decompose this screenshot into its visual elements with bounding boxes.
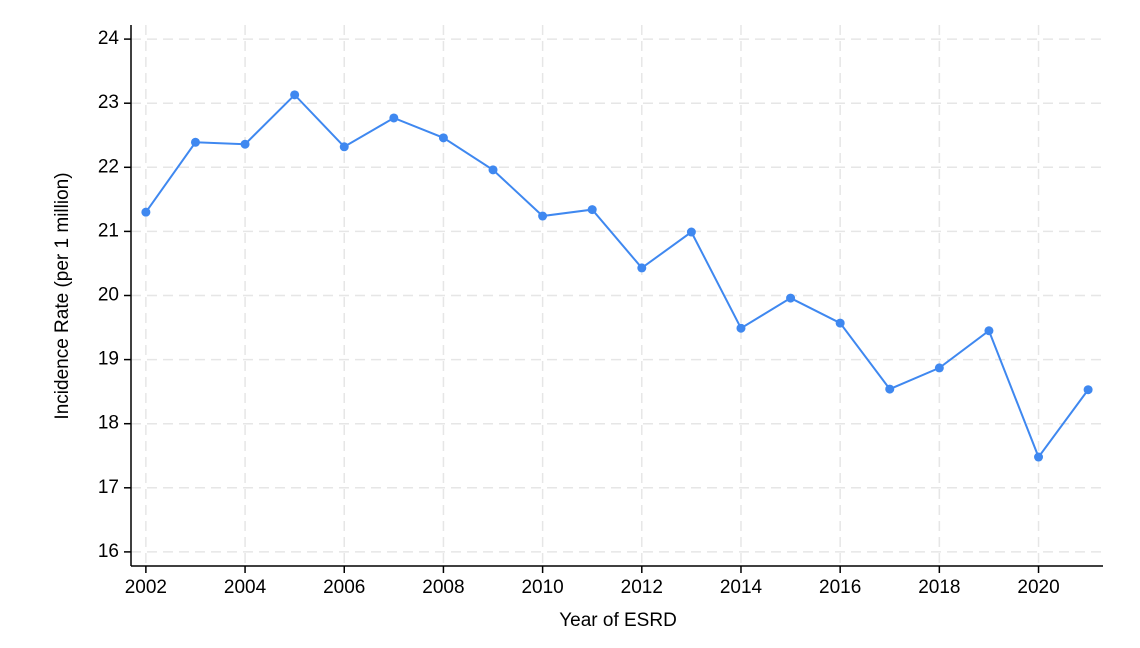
y-tick-label: 22 bbox=[98, 156, 119, 177]
x-tick-label: 2020 bbox=[1017, 577, 1059, 598]
y-tick-label: 23 bbox=[98, 92, 119, 113]
data-point bbox=[786, 293, 796, 303]
y-tick-label: 20 bbox=[98, 285, 119, 306]
data-point bbox=[389, 113, 399, 123]
x-tick-label: 2014 bbox=[720, 577, 763, 598]
data-point bbox=[488, 165, 498, 175]
data-point bbox=[984, 326, 994, 336]
y-tick-label: 16 bbox=[98, 541, 119, 562]
data-point bbox=[934, 363, 944, 373]
x-tick-label: 2012 bbox=[621, 577, 663, 598]
x-tick-label: 2018 bbox=[918, 577, 960, 598]
data-point bbox=[339, 142, 349, 152]
data-point bbox=[736, 323, 746, 333]
y-tick-label: 21 bbox=[98, 220, 119, 241]
data-point bbox=[141, 207, 151, 217]
data-point bbox=[835, 318, 845, 328]
data-point bbox=[1083, 385, 1093, 395]
data-line bbox=[145, 93, 1089, 460]
y-tick-label: 19 bbox=[98, 349, 119, 370]
data-point bbox=[1034, 452, 1044, 462]
y-tick-label: 17 bbox=[98, 477, 119, 498]
x-tick-label: 2006 bbox=[323, 577, 365, 598]
x-tick-label: 2010 bbox=[521, 577, 563, 598]
x-tick-label: 2002 bbox=[125, 577, 167, 598]
data-point bbox=[538, 211, 548, 221]
x-axis-label: Year of ESRD bbox=[559, 610, 677, 631]
data-point bbox=[637, 263, 647, 273]
data-point bbox=[240, 139, 250, 149]
y-axis-label: Incidence Rate (per 1 million) bbox=[52, 172, 73, 419]
y-tick-label: 24 bbox=[98, 28, 120, 49]
data-point bbox=[190, 137, 200, 147]
x-tick-label: 2016 bbox=[819, 577, 861, 598]
x-tick-label: 2008 bbox=[422, 577, 464, 598]
data-point bbox=[290, 90, 300, 100]
data-point bbox=[686, 227, 696, 237]
y-tick-label: 18 bbox=[98, 413, 119, 434]
data-point bbox=[438, 133, 448, 143]
data-point bbox=[587, 205, 597, 215]
data-point bbox=[885, 384, 895, 394]
x-tick-label: 2004 bbox=[224, 577, 267, 598]
